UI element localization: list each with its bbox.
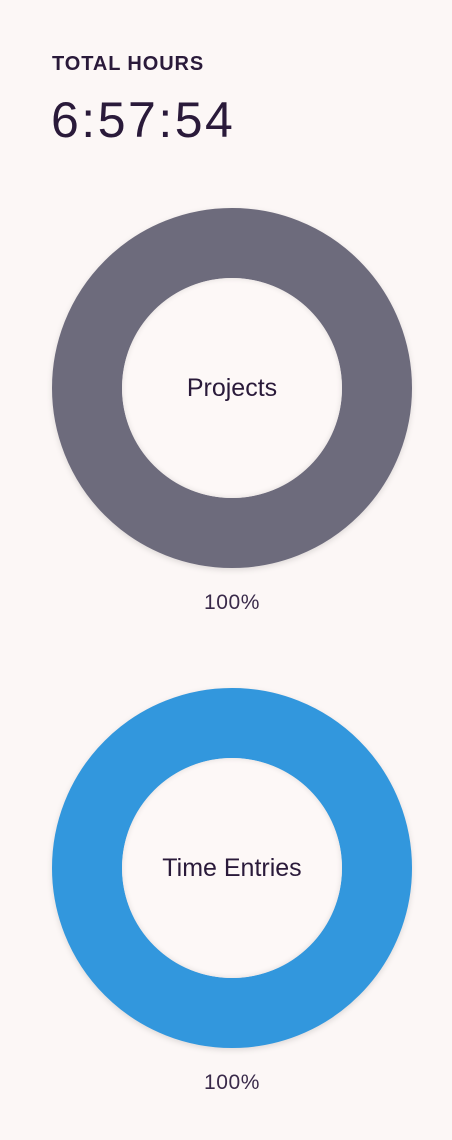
projects-donut-center: Projects (122, 278, 342, 498)
time-entries-donut[interactable]: Time Entries (52, 688, 412, 1048)
time-entries-donut-center: Time Entries (122, 758, 342, 978)
time-entries-label: Time Entries (162, 853, 302, 882)
time-entries-percent: 100% (203, 1071, 261, 1094)
projects-donut[interactable]: Projects (52, 208, 412, 568)
projects-donut-chart (52, 208, 412, 568)
total-hours-label: TOTAL HOURS (52, 53, 205, 75)
projects-percent: 100% (203, 591, 261, 614)
time-entries-donut-card: Time Entries 100% (52, 688, 412, 1096)
projects-donut-card: Projects 100% (52, 208, 412, 616)
projects-label: Projects (186, 373, 278, 402)
projects-donut-segment[interactable] (52, 208, 412, 568)
total-hours-value: 6:57:54 (51, 92, 236, 148)
time-entries-donut-chart (52, 688, 412, 1048)
time-entries-donut-segment[interactable] (52, 688, 412, 1048)
